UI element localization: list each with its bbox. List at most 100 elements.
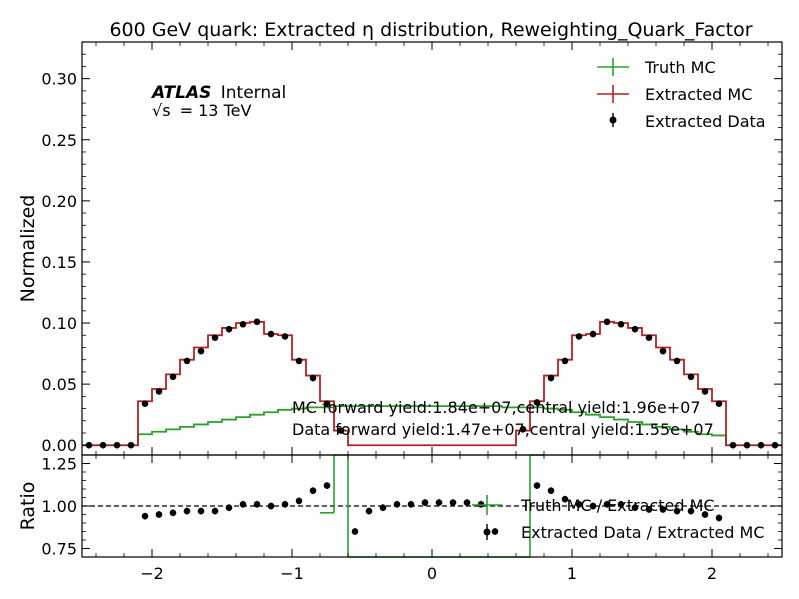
legend-entry-data-ratio: Extracted Data / Extracted MC (483, 523, 765, 542)
main-y-tick-label: 0.05 (41, 375, 77, 394)
ratio-point (533, 482, 541, 489)
atlas-name: ATLAS (150, 83, 211, 103)
main-y-tick-label: 0.10 (41, 314, 77, 333)
data-point (575, 333, 583, 340)
ratio-point (211, 507, 219, 515)
data-point (169, 373, 177, 381)
main-y-axis-label: Normalized (17, 195, 39, 303)
mc-yield-annotation: MC forward yield:1.84e+07,central yield:… (292, 398, 701, 417)
data-point (295, 357, 303, 365)
ratio-point (225, 504, 233, 512)
ratio-point (631, 504, 639, 512)
legend-label-data-ratio: Extracted Data / Extracted MC (521, 523, 765, 542)
ratio-point (715, 514, 723, 522)
legend-entry-truth-ratio: Truth MC / Extracted MC (472, 495, 715, 515)
ratio-point (309, 487, 317, 495)
x-tick-label: −2 (140, 564, 164, 583)
ratio-panel: 0.75 1.00 1.25 −2 −1 0 1 2 Ratio Truth MC / Ex… (17, 42, 783, 583)
data-point (589, 330, 597, 338)
data-point (183, 357, 191, 365)
ratio-point (183, 507, 191, 515)
legend-label-extracted-mc: Extracted MC (645, 85, 752, 104)
main-legend: Truth MC Extracted MC Extracted Data (597, 58, 766, 131)
data-point (673, 357, 681, 365)
main-panel: 0.000.050.100.150.200.250.30 Normalized … (17, 41, 783, 456)
data-point (757, 441, 765, 449)
data-point (743, 441, 751, 449)
ratio-point (267, 502, 275, 510)
main-series-extracted-mc (82, 320, 782, 447)
main-y-tick-label: 0.15 (41, 253, 77, 272)
ratio-point (589, 502, 597, 510)
ratio-point (197, 507, 205, 515)
ratio-point (561, 495, 569, 503)
ratio-point (617, 501, 625, 508)
data-point (253, 318, 261, 326)
data-point (519, 426, 527, 433)
ratio-point (407, 501, 415, 508)
ratio-point (449, 499, 457, 506)
svg-text:ATLAS Internal: ATLAS Internal (150, 83, 286, 103)
ratio-point (141, 512, 149, 520)
chart-title: 600 GeV quark: Extracted η distribution,… (109, 19, 752, 41)
ratio-point (281, 501, 289, 508)
ratio-series-layer (82, 454, 782, 558)
ratio-point (169, 509, 177, 517)
data-point (99, 441, 107, 449)
ratio-point (575, 501, 583, 508)
ratio-point (239, 501, 247, 508)
data-point (715, 400, 723, 407)
data-point (113, 441, 121, 449)
legend-label-truth-mc: Truth MC (644, 58, 716, 77)
data-point (603, 318, 611, 326)
ratio-y-tick-label: 1.00 (41, 497, 77, 516)
main-y-tick-label: 0.30 (41, 70, 77, 89)
ratio-point (435, 499, 443, 506)
data-point (127, 441, 135, 449)
x-axis-ticks: −2 −1 0 1 2 (95, 42, 769, 583)
x-tick-label: −1 (280, 564, 304, 583)
data-point (225, 325, 233, 333)
data-point (141, 400, 149, 407)
data-point (547, 374, 555, 382)
main-y-ticks: 0.00 0.05 0.10 0.15 0.20 0.25 0.30 (41, 53, 782, 455)
ratio-point (659, 506, 667, 513)
main-y-tick-label: 0.25 (41, 131, 77, 150)
ratio-legend: Truth MC / Extracted MC Extracted Data /… (472, 495, 765, 542)
data-point (687, 373, 695, 381)
data-point (533, 399, 541, 406)
main-y-tick-label: 0.00 (41, 436, 77, 455)
energy-value: = 13 TeV (180, 101, 252, 120)
data-point (645, 334, 653, 341)
data-point (197, 347, 205, 355)
ratio-point (701, 511, 709, 518)
ratio-point (323, 482, 331, 489)
data-point (323, 400, 331, 407)
data-point (239, 320, 247, 328)
legend-label-truth-ratio: Truth MC / Extracted MC (520, 496, 715, 515)
ratio-point (603, 501, 611, 508)
legend-label-extracted-data: Extracted Data (645, 112, 766, 131)
x-tick-label: 2 (707, 564, 717, 583)
x-tick-label: 1 (567, 564, 577, 583)
ratio-point (351, 528, 359, 535)
x-tick-label: 0 (427, 564, 437, 583)
ratio-point (491, 528, 499, 535)
ratio-point (393, 501, 401, 508)
ratio-point (365, 507, 373, 515)
legend-entry-truth-mc: Truth MC (597, 58, 716, 77)
data-point (561, 357, 569, 365)
data-point (267, 330, 275, 338)
ratio-point (547, 487, 555, 495)
ratio-point (687, 507, 695, 515)
ratio-point (253, 501, 261, 508)
ratio-y-axis-label: Ratio (17, 482, 39, 531)
data-point (337, 427, 345, 434)
data-point (211, 334, 219, 341)
ratio-point (421, 499, 429, 506)
atlas-status: Internal (221, 83, 287, 103)
ratio-plot-frame (81, 454, 783, 558)
ratio-point (463, 499, 471, 506)
atlas-label: ATLAS Internal √s = 13 TeV (150, 83, 286, 120)
